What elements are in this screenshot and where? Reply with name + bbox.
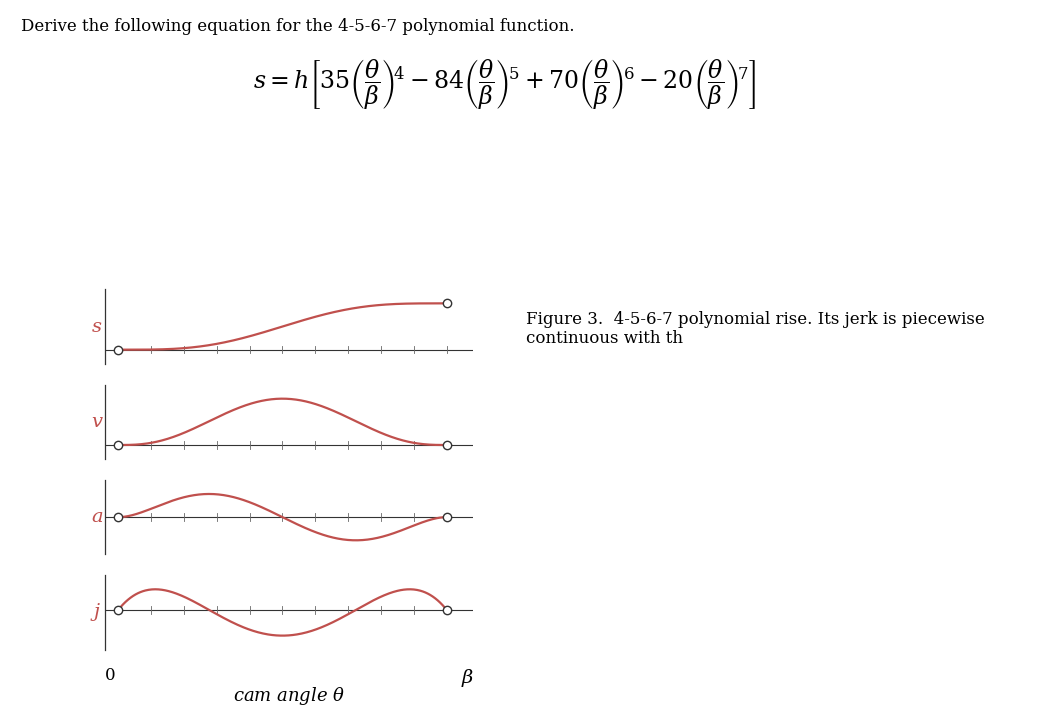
Text: $s = h\left[35\left(\dfrac{\theta}{\beta}\right)^{\!4} - 84\left(\dfrac{\theta}{: $s = h\left[35\left(\dfrac{\theta}{\beta… bbox=[252, 57, 757, 112]
Y-axis label: a: a bbox=[91, 508, 103, 526]
Text: 0: 0 bbox=[105, 667, 116, 684]
Text: Figure 3.  4-5-6-7 polynomial rise. Its jerk is piecewise
continuous with th: Figure 3. 4-5-6-7 polynomial rise. Its j… bbox=[526, 311, 984, 347]
Text: cam angle $\theta$: cam angle $\theta$ bbox=[233, 685, 345, 706]
Y-axis label: j: j bbox=[94, 604, 100, 621]
Text: $\beta$: $\beta$ bbox=[461, 667, 474, 689]
Text: Derive the following equation for the 4-5-6-7 polynomial function.: Derive the following equation for the 4-… bbox=[21, 18, 575, 35]
Y-axis label: s: s bbox=[91, 318, 102, 335]
Y-axis label: v: v bbox=[91, 413, 102, 431]
